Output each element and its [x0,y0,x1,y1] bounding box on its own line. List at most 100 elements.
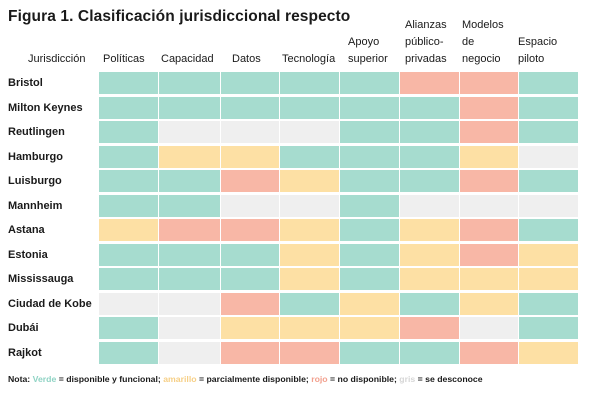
col-modelos: Modelos de negocio [462,17,504,68]
row-label: Rajkot [8,347,42,359]
status-cell [159,317,220,339]
status-cell [159,72,220,94]
status-cell [400,97,459,119]
row-label: Mannheim [8,200,63,212]
status-cell [460,268,518,290]
status-cell [400,244,459,266]
status-cell [340,342,399,364]
status-cell [400,268,459,290]
status-cell [221,293,279,315]
row-label: Dubái [8,322,39,334]
status-cell [340,97,399,119]
col-capacidad: Capacidad [161,51,214,68]
note-amarillo-desc: = parcialmente disponible; [196,374,312,384]
status-cell [460,97,518,119]
status-cell [221,170,279,192]
status-cell [519,72,578,94]
status-cell [400,293,459,315]
status-cell [280,146,339,168]
status-cell [400,170,459,192]
status-cell [99,219,158,241]
status-cell [460,342,518,364]
status-cell [280,219,339,241]
col-alianzas: Alianzas público- privadas [405,17,447,68]
col-espacio: Espacio piloto [518,34,557,68]
status-cell [519,219,578,241]
row-label: Luisburgo [8,175,62,187]
status-cell [280,170,339,192]
status-cell [280,97,339,119]
status-cell [159,170,220,192]
table-row: Milton Keynes [0,97,598,119]
col-alianzas-label-1: Alianzas [405,19,447,31]
status-cell [159,146,220,168]
note-gris: gris [399,374,416,384]
col-jurisdiccion-label: Jurisdicción [28,53,86,65]
status-cell [221,195,279,217]
table-row: Estonia [0,244,598,266]
column-header: Jurisdicción Políticas Capacidad Datos T… [0,0,598,72]
status-cell [280,317,339,339]
status-cell [519,195,578,217]
status-cell [519,97,578,119]
table-row: Rajkot [0,342,598,364]
table-row: Bristol [0,72,598,94]
status-cell [221,317,279,339]
col-datos-label: Datos [232,53,261,65]
status-cell [460,195,518,217]
status-cell [340,170,399,192]
note-rojo-desc: = no disponible; [327,374,400,384]
table-row: Ciudad de Kobe [0,293,598,315]
note-gris-desc: = se desconoce [415,374,483,384]
col-alianzas-label-2: público- [405,36,444,48]
status-cell [519,146,578,168]
status-cell [280,268,339,290]
col-tecnologia: Tecnología [282,51,335,68]
col-apoyo: Apoyo superior [348,34,388,68]
figure-title: Figura 1. Clasificación jurisdiccional r… [8,8,351,25]
status-cell [460,293,518,315]
status-cell [400,121,459,143]
status-cell [99,317,158,339]
status-cell [159,293,220,315]
status-cell [280,195,339,217]
status-cell [99,170,158,192]
table-row: Hamburgo [0,146,598,168]
status-cell [221,219,279,241]
status-cell [221,268,279,290]
col-politicas: Políticas [103,51,145,68]
status-cell [221,121,279,143]
status-cell [460,121,518,143]
status-cell [221,72,279,94]
note-verde: Verde [32,374,57,384]
status-cell [159,268,220,290]
status-cell [159,195,220,217]
status-cell [340,268,399,290]
table-row: Mississauga [0,268,598,290]
status-cell [99,268,158,290]
status-cell [400,219,459,241]
status-cell [519,121,578,143]
legend-note: Nota: Verde = disponible y funcional; am… [8,374,483,384]
status-cell [340,219,399,241]
status-cell [460,219,518,241]
row-label: Milton Keynes [8,102,83,114]
status-cell [221,146,279,168]
status-cell [99,244,158,266]
status-cell [340,317,399,339]
status-cell [280,244,339,266]
row-label: Hamburgo [8,151,63,163]
col-modelos-label-1: Modelos [462,19,504,31]
status-cell [159,219,220,241]
status-cell [400,146,459,168]
note-rojo: rojo [311,374,328,384]
col-apoyo-label-2: superior [348,53,388,65]
status-cell [519,317,578,339]
col-modelos-label-2: de [462,36,475,48]
col-espacio-label-1: Espacio [518,36,558,48]
row-label: Estonia [8,249,48,261]
status-cell [519,170,578,192]
table-row: Astana [0,219,598,241]
status-cell [221,244,279,266]
status-cell [280,72,339,94]
